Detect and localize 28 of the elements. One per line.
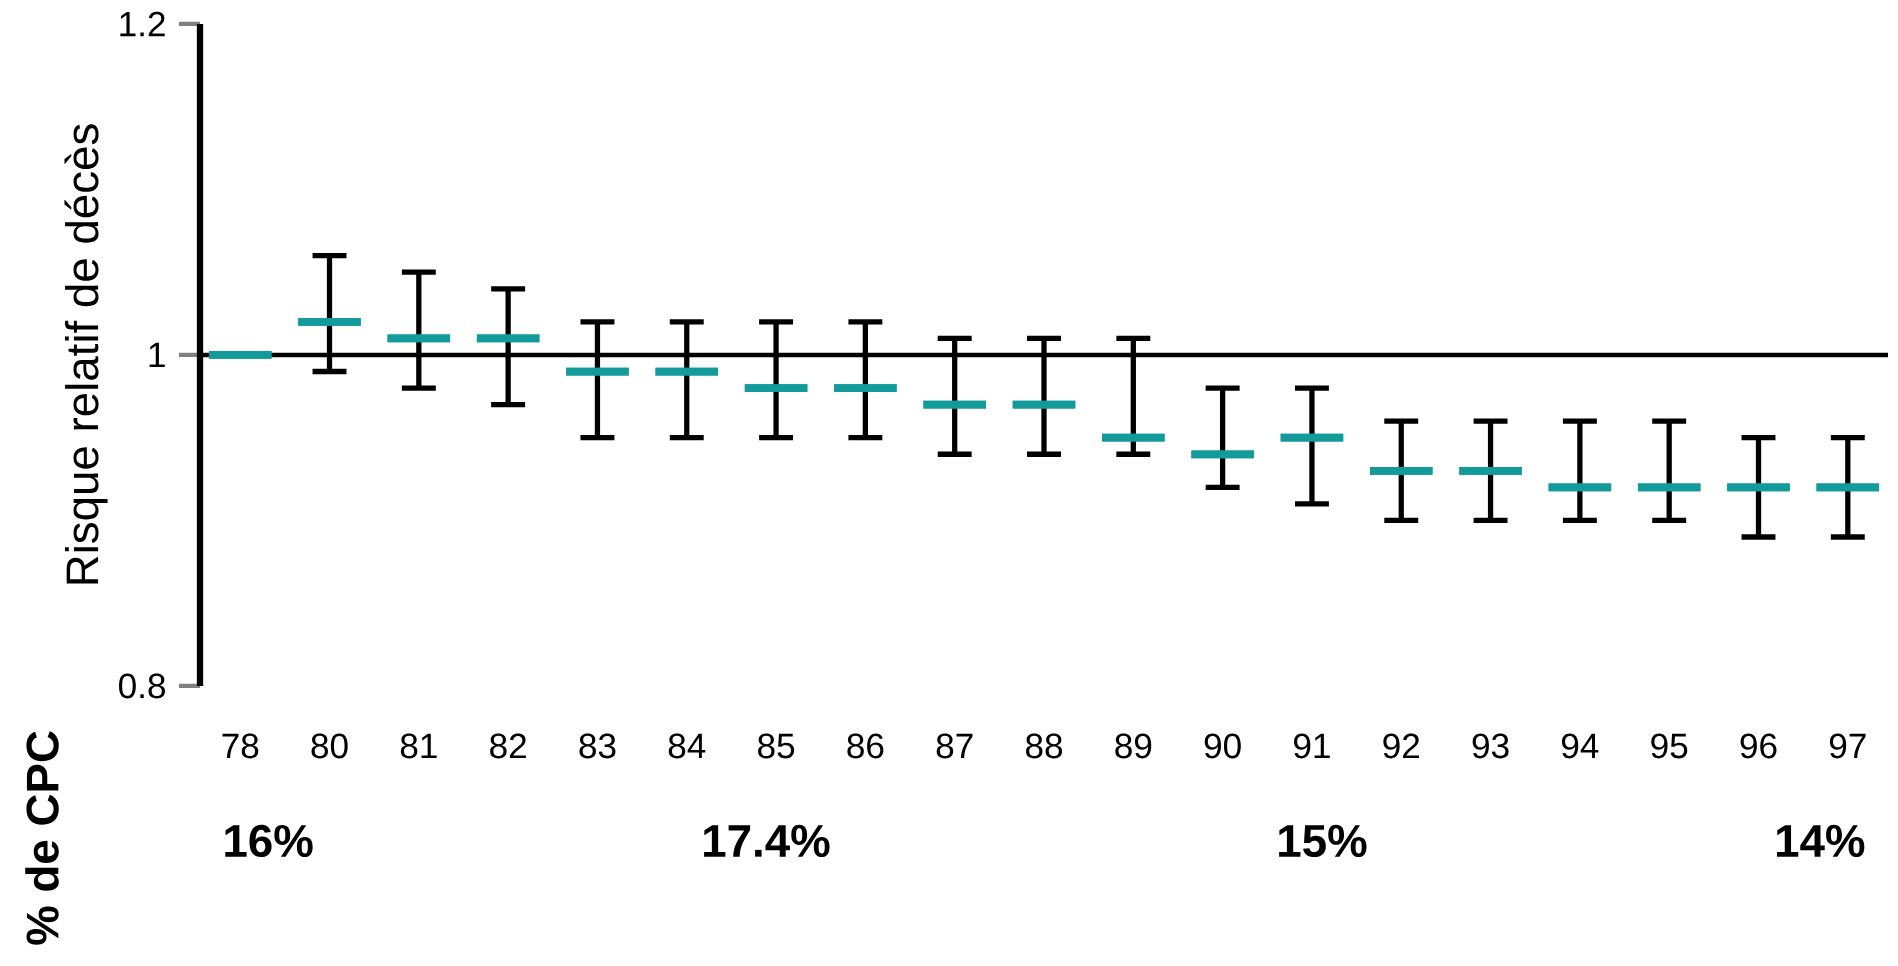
x-tick-label: 95	[1651, 733, 1688, 759]
x-tick-label: 89	[1115, 733, 1152, 759]
x-tick-label: 94	[1561, 733, 1599, 759]
x-tick-label: 88	[1026, 733, 1063, 759]
text: % de CPC	[25, 731, 59, 945]
x-tick-label: 85	[758, 733, 795, 759]
x-tick-label: 97	[1829, 733, 1866, 759]
x-tick-label: 84	[668, 733, 706, 759]
x-tick-label: 78	[222, 733, 259, 759]
text: 17.4%	[704, 824, 830, 858]
x-tick-label: 80	[311, 733, 348, 759]
x-tick-label: 83	[579, 733, 616, 759]
x-tick-label: 87	[936, 733, 973, 759]
x-tick-label: 92	[1383, 733, 1420, 759]
text: 15%	[1279, 824, 1367, 858]
x-tick-label: 96	[1740, 733, 1777, 759]
text: 16%	[225, 824, 313, 858]
x-tick-label: 82	[490, 733, 526, 759]
y-tick-label: 1.2	[120, 11, 165, 37]
y-tick-label: 0.8	[119, 673, 165, 699]
x-tick-label: 86	[847, 733, 884, 759]
x-tick-label: 93	[1472, 733, 1509, 759]
x-tick-label: 91	[1294, 733, 1330, 759]
x-tick-label: 81	[400, 733, 437, 759]
y-axis-title: Risque relatif de décès	[64, 124, 108, 584]
text: 14%	[1777, 824, 1865, 858]
y-tick-label: 1	[149, 342, 165, 368]
x-tick-label: 90	[1204, 733, 1241, 759]
